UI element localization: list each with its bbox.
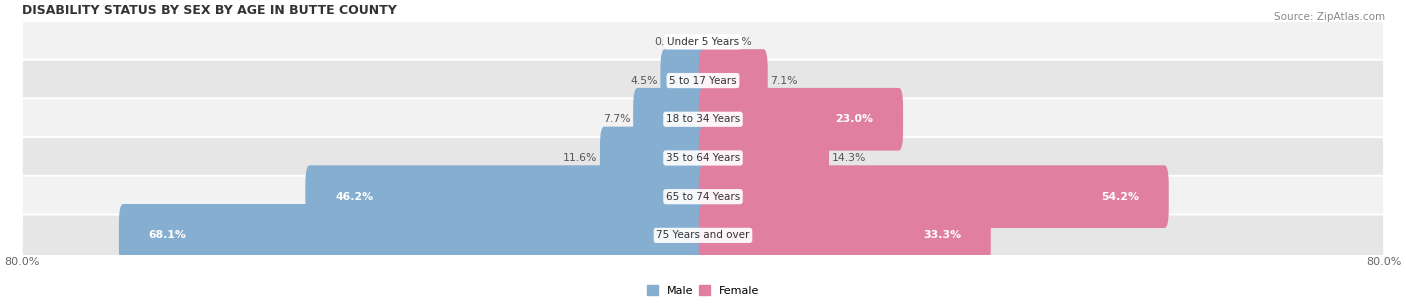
FancyBboxPatch shape	[699, 88, 903, 151]
Text: DISABILITY STATUS BY SEX BY AGE IN BUTTE COUNTY: DISABILITY STATUS BY SEX BY AGE IN BUTTE…	[22, 4, 396, 17]
Text: 11.6%: 11.6%	[562, 153, 598, 163]
FancyBboxPatch shape	[661, 49, 707, 112]
Text: 75 Years and over: 75 Years and over	[657, 230, 749, 240]
FancyBboxPatch shape	[22, 98, 1384, 140]
Text: 14.3%: 14.3%	[831, 153, 866, 163]
Text: 0.0%: 0.0%	[654, 37, 682, 47]
Text: 18 to 34 Years: 18 to 34 Years	[666, 114, 740, 124]
Text: 23.0%: 23.0%	[835, 114, 873, 124]
Text: Under 5 Years: Under 5 Years	[666, 37, 740, 47]
Text: Source: ZipAtlas.com: Source: ZipAtlas.com	[1274, 12, 1385, 22]
Text: 33.3%: 33.3%	[922, 230, 960, 240]
FancyBboxPatch shape	[22, 21, 1384, 63]
Legend: Male, Female: Male, Female	[643, 281, 763, 300]
Text: 7.1%: 7.1%	[770, 76, 797, 86]
FancyBboxPatch shape	[600, 127, 707, 189]
FancyBboxPatch shape	[22, 60, 1384, 102]
Text: 46.2%: 46.2%	[335, 192, 374, 202]
FancyBboxPatch shape	[22, 137, 1384, 179]
Text: 65 to 74 Years: 65 to 74 Years	[666, 192, 740, 202]
Text: 35 to 64 Years: 35 to 64 Years	[666, 153, 740, 163]
Text: 5 to 17 Years: 5 to 17 Years	[669, 76, 737, 86]
FancyBboxPatch shape	[120, 204, 707, 267]
FancyBboxPatch shape	[699, 165, 1168, 228]
FancyBboxPatch shape	[22, 214, 1384, 256]
Text: 4.5%: 4.5%	[630, 76, 658, 86]
Text: 7.7%: 7.7%	[603, 114, 631, 124]
Text: 68.1%: 68.1%	[149, 230, 187, 240]
FancyBboxPatch shape	[699, 204, 991, 267]
FancyBboxPatch shape	[699, 49, 768, 112]
FancyBboxPatch shape	[22, 176, 1384, 217]
Text: 0.0%: 0.0%	[724, 37, 752, 47]
Text: 54.2%: 54.2%	[1101, 192, 1139, 202]
FancyBboxPatch shape	[699, 127, 830, 189]
FancyBboxPatch shape	[633, 88, 707, 151]
FancyBboxPatch shape	[305, 165, 707, 228]
